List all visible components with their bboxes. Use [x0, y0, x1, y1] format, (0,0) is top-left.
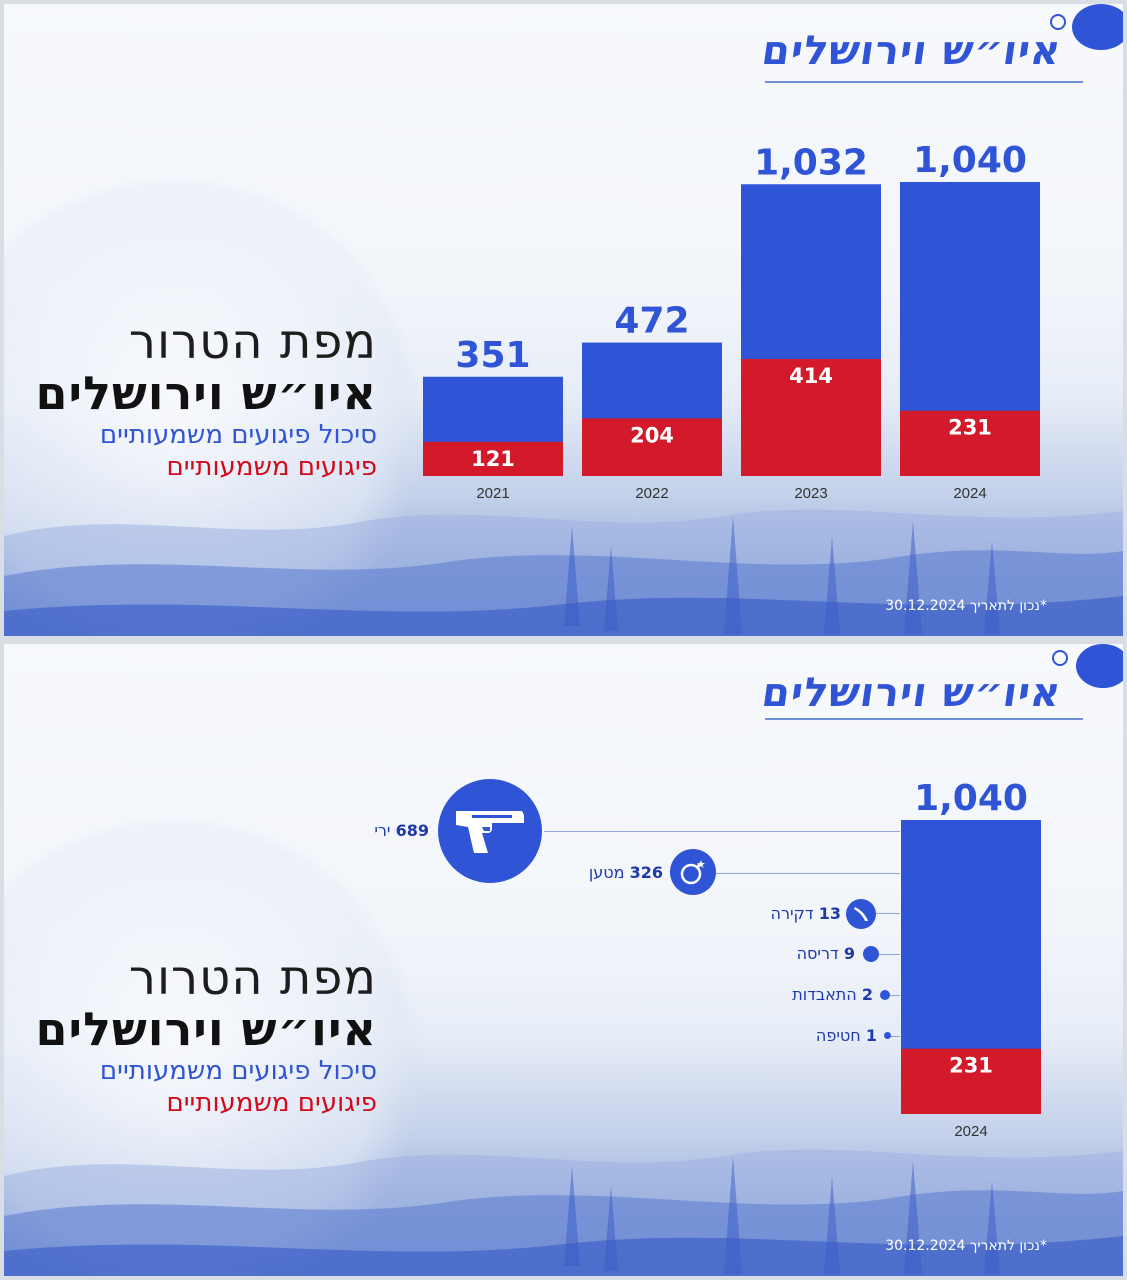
breakdown-label: התאבדות [792, 985, 857, 1004]
dot-icon [884, 1032, 891, 1039]
side-title-line1: מפת הטרור [128, 950, 377, 1006]
bar-significant-2022 [582, 418, 722, 476]
landscape-background [4, 509, 1123, 636]
value-label-significant: 204 [630, 423, 674, 447]
side-title-line4: פיגועים משמעותיים [166, 1088, 377, 1118]
infographic-panel-yearly: איו״ש וירושלים מפת הטרור איו״ש וירושלים … [4, 4, 1123, 636]
side-title-line3: סיכול פיגועים משמעותיים [99, 420, 377, 450]
footnote: *נכון לתאריך 30.12.2024 [885, 598, 1047, 614]
value-label-significant: 231 [949, 1054, 993, 1078]
value-label-significant: 121 [471, 447, 515, 471]
breakdown-item-explosive: 326 מטען [589, 863, 663, 882]
side-title-line4: פיגועים משמעותיים [166, 452, 377, 482]
year-tick-label: 2024 [954, 1123, 987, 1140]
breakdown-label: דקירה [770, 904, 814, 923]
corner-blob-icon [1076, 644, 1123, 688]
knife-icon [846, 899, 876, 929]
bar-significant-2024 [901, 1048, 1041, 1114]
breakdown-label: מטען [588, 863, 625, 882]
breakdown-item-kidnapping: 1 חטיפה [816, 1026, 877, 1045]
breakdown-label: חטיפה [815, 1026, 861, 1045]
pistol-icon [438, 779, 542, 883]
dot-icon [880, 990, 890, 1000]
value-label-total: 1,040 [914, 778, 1028, 819]
breakdown-item-shooting: 689 ירי [374, 821, 429, 840]
bar-significant-2024 [900, 410, 1040, 476]
breakdown-count: 13 [818, 904, 841, 923]
breakdown-count: 1 [865, 1026, 877, 1045]
bomb-icon [670, 849, 716, 895]
breakdown-count: 2 [861, 985, 873, 1004]
breakdown-label: דריסה [796, 944, 839, 963]
bar-chart-yearly: 351 121 2021 472 204 2022 1,032 414 2023 1,040 231… [423, 140, 1040, 502]
footnote: *נכון לתאריך 30.12.2024 [885, 1238, 1047, 1254]
corner-blob-icon [1072, 4, 1123, 50]
connector-line [716, 873, 900, 874]
header-underline [765, 81, 1083, 83]
breakdown-count: 326 [629, 863, 663, 882]
side-title-line3: סיכול פיגועים משמעותיים [99, 1056, 377, 1086]
breakdown-item-stabbing: 13 דקירה [770, 904, 841, 923]
bar-chart-2024: 1,040 231 2024 [901, 778, 1041, 1140]
breakdown-item-ramming: 9 דריסה [797, 944, 855, 963]
value-label-total: 351 [455, 335, 530, 376]
connector-line [874, 913, 900, 914]
value-label-significant: 414 [789, 364, 833, 388]
side-title-line2: איו״ש וירושלים [35, 1002, 377, 1056]
breakdown-label: ירי [374, 821, 391, 840]
breakdown-count: 689 [395, 821, 429, 840]
dot-icon [863, 946, 879, 962]
bar-significant-2023 [741, 358, 881, 476]
breakdown-item-suicide: 2 התאבדות [792, 985, 873, 1004]
year-tick-label: 2023 [794, 485, 827, 502]
breakdown-count: 9 [843, 944, 855, 963]
landscape-background [4, 1149, 1123, 1276]
side-title-line2: איו״ש וירושלים [35, 366, 377, 420]
connector-line [888, 1036, 900, 1037]
header-underline [765, 718, 1083, 720]
connector-line [544, 831, 900, 832]
infographic-panel-breakdown: איו״ש וירושלים מפת הטרור איו״ש וירושלים … [4, 644, 1123, 1276]
connector-line [876, 954, 900, 955]
value-label-significant: 231 [948, 416, 992, 440]
connector-line [886, 995, 900, 996]
year-tick-label: 2021 [476, 485, 509, 502]
ring-icon [1050, 14, 1066, 30]
ring-icon [1052, 650, 1068, 666]
bar-significant-2021 [423, 441, 563, 476]
year-tick-label: 2024 [953, 485, 986, 502]
value-label-total: 1,040 [913, 140, 1027, 181]
side-title-line1: מפת הטרור [128, 314, 377, 370]
value-label-total: 1,032 [754, 142, 868, 183]
year-tick-label: 2022 [635, 485, 668, 502]
value-label-total: 472 [614, 301, 689, 342]
